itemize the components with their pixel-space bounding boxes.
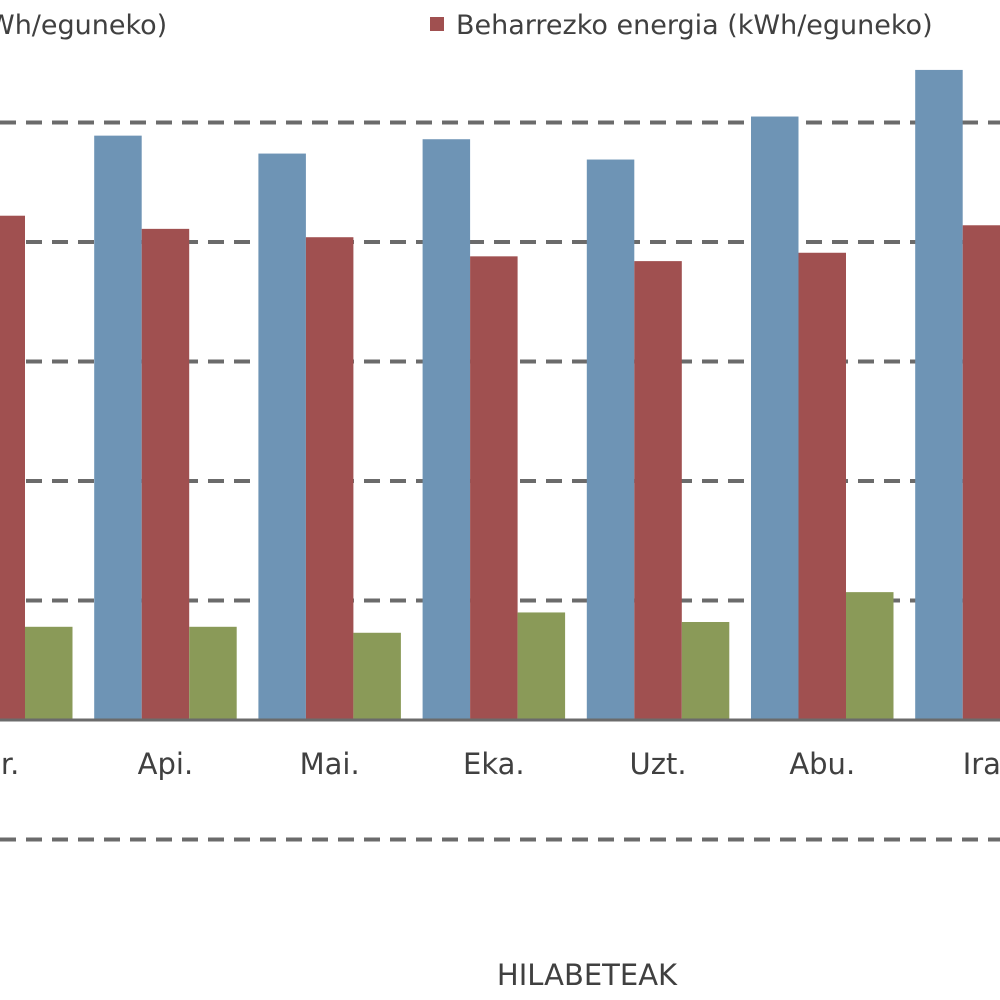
- bar-series-1-api: [94, 135, 142, 720]
- bar-series-3-mai: [353, 632, 401, 720]
- legend-label-series-1: Wh/eguneko): [0, 10, 167, 41]
- bar-series-2-ira: [962, 225, 1000, 720]
- bar-series-1-ira: [915, 69, 963, 721]
- x-tick-label: Mai.: [300, 747, 360, 781]
- x-tick-labels: ar. Api. Mai. Eka. Uzt. Abu. Ira.: [0, 747, 1000, 781]
- bar-series-3-mar: [25, 626, 73, 720]
- x-tick-label: Eka.: [463, 747, 525, 781]
- x-axis-title: HILABETEAK: [497, 958, 678, 992]
- bar-series-2-api: [141, 228, 190, 721]
- bar-series-3-abu: [846, 592, 894, 720]
- bar-series-2-eka: [470, 256, 518, 720]
- x-tick-label: ar.: [0, 747, 19, 781]
- bar-series-2-mai: [305, 237, 354, 720]
- bars: [0, 69, 1000, 721]
- x-tick-label: Ira.: [963, 747, 1000, 781]
- legend: Wh/eguneko) Beharrezko energia (kWh/egun…: [0, 10, 933, 41]
- bar-series-1-abu: [751, 116, 799, 720]
- legend-label-series-2: Beharrezko energia (kWh/eguneko): [456, 10, 933, 41]
- bar-series-3-eka: [517, 612, 566, 720]
- bar-series-1-eka: [422, 139, 471, 721]
- x-tick-label: Api.: [138, 747, 194, 781]
- x-tick-label: Abu.: [789, 747, 855, 781]
- x-tick-label: Uzt.: [630, 747, 687, 781]
- bar-series-2-abu: [798, 252, 846, 720]
- bar-series-2-mar: [0, 215, 25, 720]
- bar-series-1-uzt: [586, 159, 635, 721]
- bar-series-3-api: [189, 626, 237, 720]
- bar-series-1-mai: [258, 153, 306, 720]
- bar-series-3-uzt: [681, 622, 730, 720]
- bar-series-2-uzt: [634, 261, 682, 720]
- legend-swatch-series-2: [430, 17, 444, 31]
